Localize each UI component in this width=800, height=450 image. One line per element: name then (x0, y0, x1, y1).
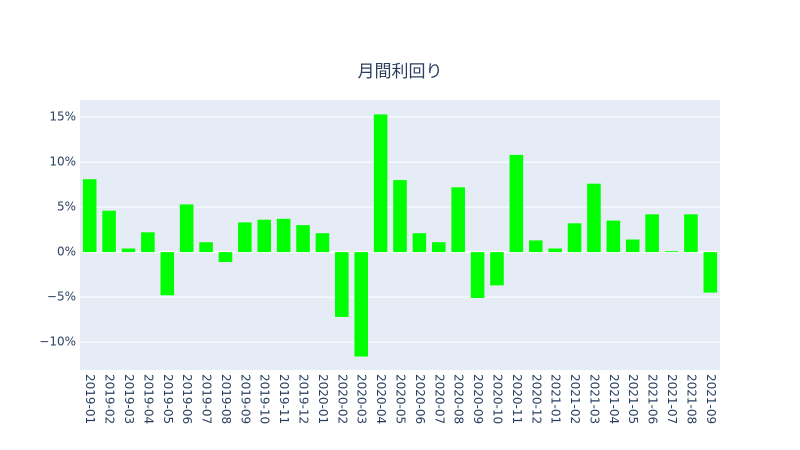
bar (528, 240, 543, 253)
bar (684, 214, 698, 253)
x-tick-label: 2021-02 (568, 374, 582, 424)
bar (587, 183, 601, 253)
bar (412, 233, 427, 253)
bar (257, 219, 272, 253)
y-tick-label: −10% (39, 335, 76, 349)
bar (315, 233, 330, 253)
x-tick-label: 2019-03 (122, 374, 136, 424)
x-tick-label: 2021-08 (684, 374, 698, 424)
y-tick-label: 0% (57, 245, 76, 259)
x-tick-label: 2020-12 (529, 374, 543, 424)
chart-title: 月間利回り (358, 62, 443, 82)
x-tick-label: 2020-08 (452, 374, 466, 424)
bar (470, 252, 485, 298)
bar (218, 252, 233, 262)
x-tick-label: 2021-07 (665, 374, 679, 424)
y-tick-label: 15% (49, 110, 76, 124)
x-tick-label: 2021-05 (626, 374, 640, 424)
bar (490, 252, 504, 286)
x-tick-label: 2019-10 (258, 374, 272, 424)
bar (703, 252, 718, 293)
y-tick-label: 5% (57, 200, 76, 214)
bar (664, 251, 679, 253)
x-tick-label: 2019-06 (180, 374, 194, 424)
x-tick-label: 2020-06 (413, 374, 427, 424)
y-tick-label: 10% (49, 155, 76, 169)
bar (509, 154, 524, 253)
x-tick-label: 2021-03 (587, 374, 601, 424)
bar (567, 223, 582, 253)
x-tick-label: 2020-05 (394, 374, 408, 424)
x-tick-label: 2020-04 (374, 374, 388, 424)
x-tick-label: 2020-10 (490, 374, 504, 424)
x-tick-label: 2020-02 (335, 374, 349, 424)
bar (121, 248, 136, 253)
x-tick-label: 2020-09 (471, 374, 485, 424)
y-tick-label: −5% (47, 290, 76, 304)
bar (354, 252, 368, 357)
x-tick-label: 2019-09 (238, 374, 252, 424)
x-tick-label: 2020-11 (510, 374, 524, 424)
bar (82, 179, 97, 253)
x-tick-label: 2019-01 (83, 374, 97, 424)
x-tick-label: 2020-07 (432, 374, 446, 424)
bar (451, 187, 465, 253)
x-tick-label: 2020-03 (355, 374, 369, 424)
bar (141, 232, 155, 253)
bar (238, 222, 252, 253)
x-tick-label: 2020-01 (316, 374, 330, 424)
bar (160, 252, 175, 296)
x-tick-label: 2019-11 (277, 374, 291, 424)
bar (276, 218, 291, 253)
bar (645, 214, 659, 253)
x-tick-label: 2019-04 (141, 374, 155, 424)
x-tick-label: 2019-07 (200, 374, 214, 424)
bar (393, 180, 407, 253)
bar (625, 239, 640, 253)
bar (199, 242, 213, 253)
x-tick-label: 2021-06 (646, 374, 660, 424)
bar (335, 252, 349, 317)
x-tick-label: 2021-04 (607, 374, 621, 424)
bar (373, 114, 388, 253)
bar (296, 225, 310, 253)
bar (432, 242, 446, 253)
bar (102, 210, 116, 253)
bar (606, 220, 621, 253)
bar (548, 248, 562, 253)
x-tick-label: 2019-12 (297, 374, 311, 424)
x-tick-label: 2019-08 (219, 374, 233, 424)
x-tick-label: 2021-09 (704, 374, 718, 424)
x-tick-label: 2019-05 (161, 374, 175, 424)
x-tick-label: 2019-02 (103, 374, 117, 424)
x-tick-label: 2021-01 (549, 374, 563, 424)
bar (179, 204, 194, 253)
